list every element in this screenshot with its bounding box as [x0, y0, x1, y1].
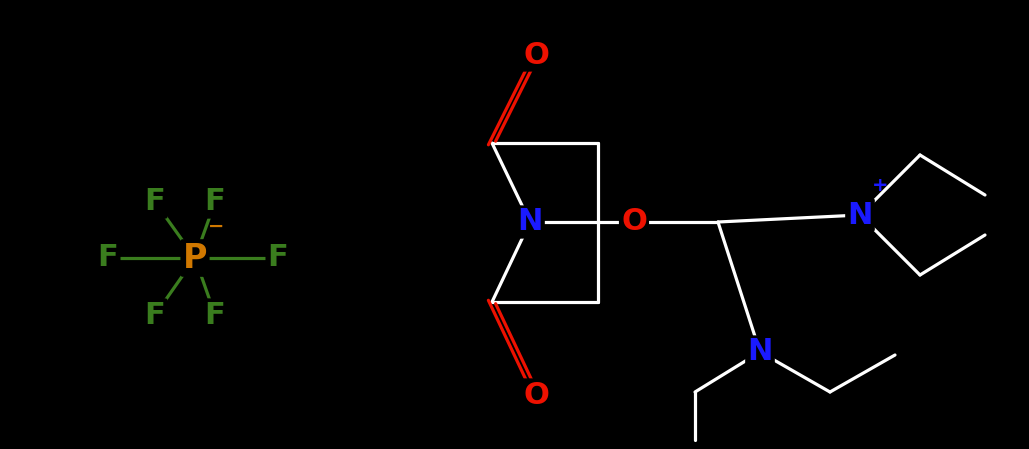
Text: F: F: [205, 300, 225, 330]
Text: F: F: [145, 300, 166, 330]
Text: F: F: [268, 243, 288, 273]
Text: N: N: [847, 201, 873, 229]
Text: F: F: [145, 188, 166, 216]
Text: +: +: [872, 176, 888, 195]
Text: −: −: [208, 217, 224, 236]
Text: O: O: [622, 207, 647, 237]
Text: O: O: [523, 40, 548, 70]
Text: F: F: [205, 188, 225, 216]
Text: P: P: [183, 242, 207, 274]
Text: O: O: [523, 380, 548, 409]
Text: N: N: [518, 207, 542, 237]
Text: N: N: [747, 338, 773, 366]
Text: F: F: [98, 243, 118, 273]
